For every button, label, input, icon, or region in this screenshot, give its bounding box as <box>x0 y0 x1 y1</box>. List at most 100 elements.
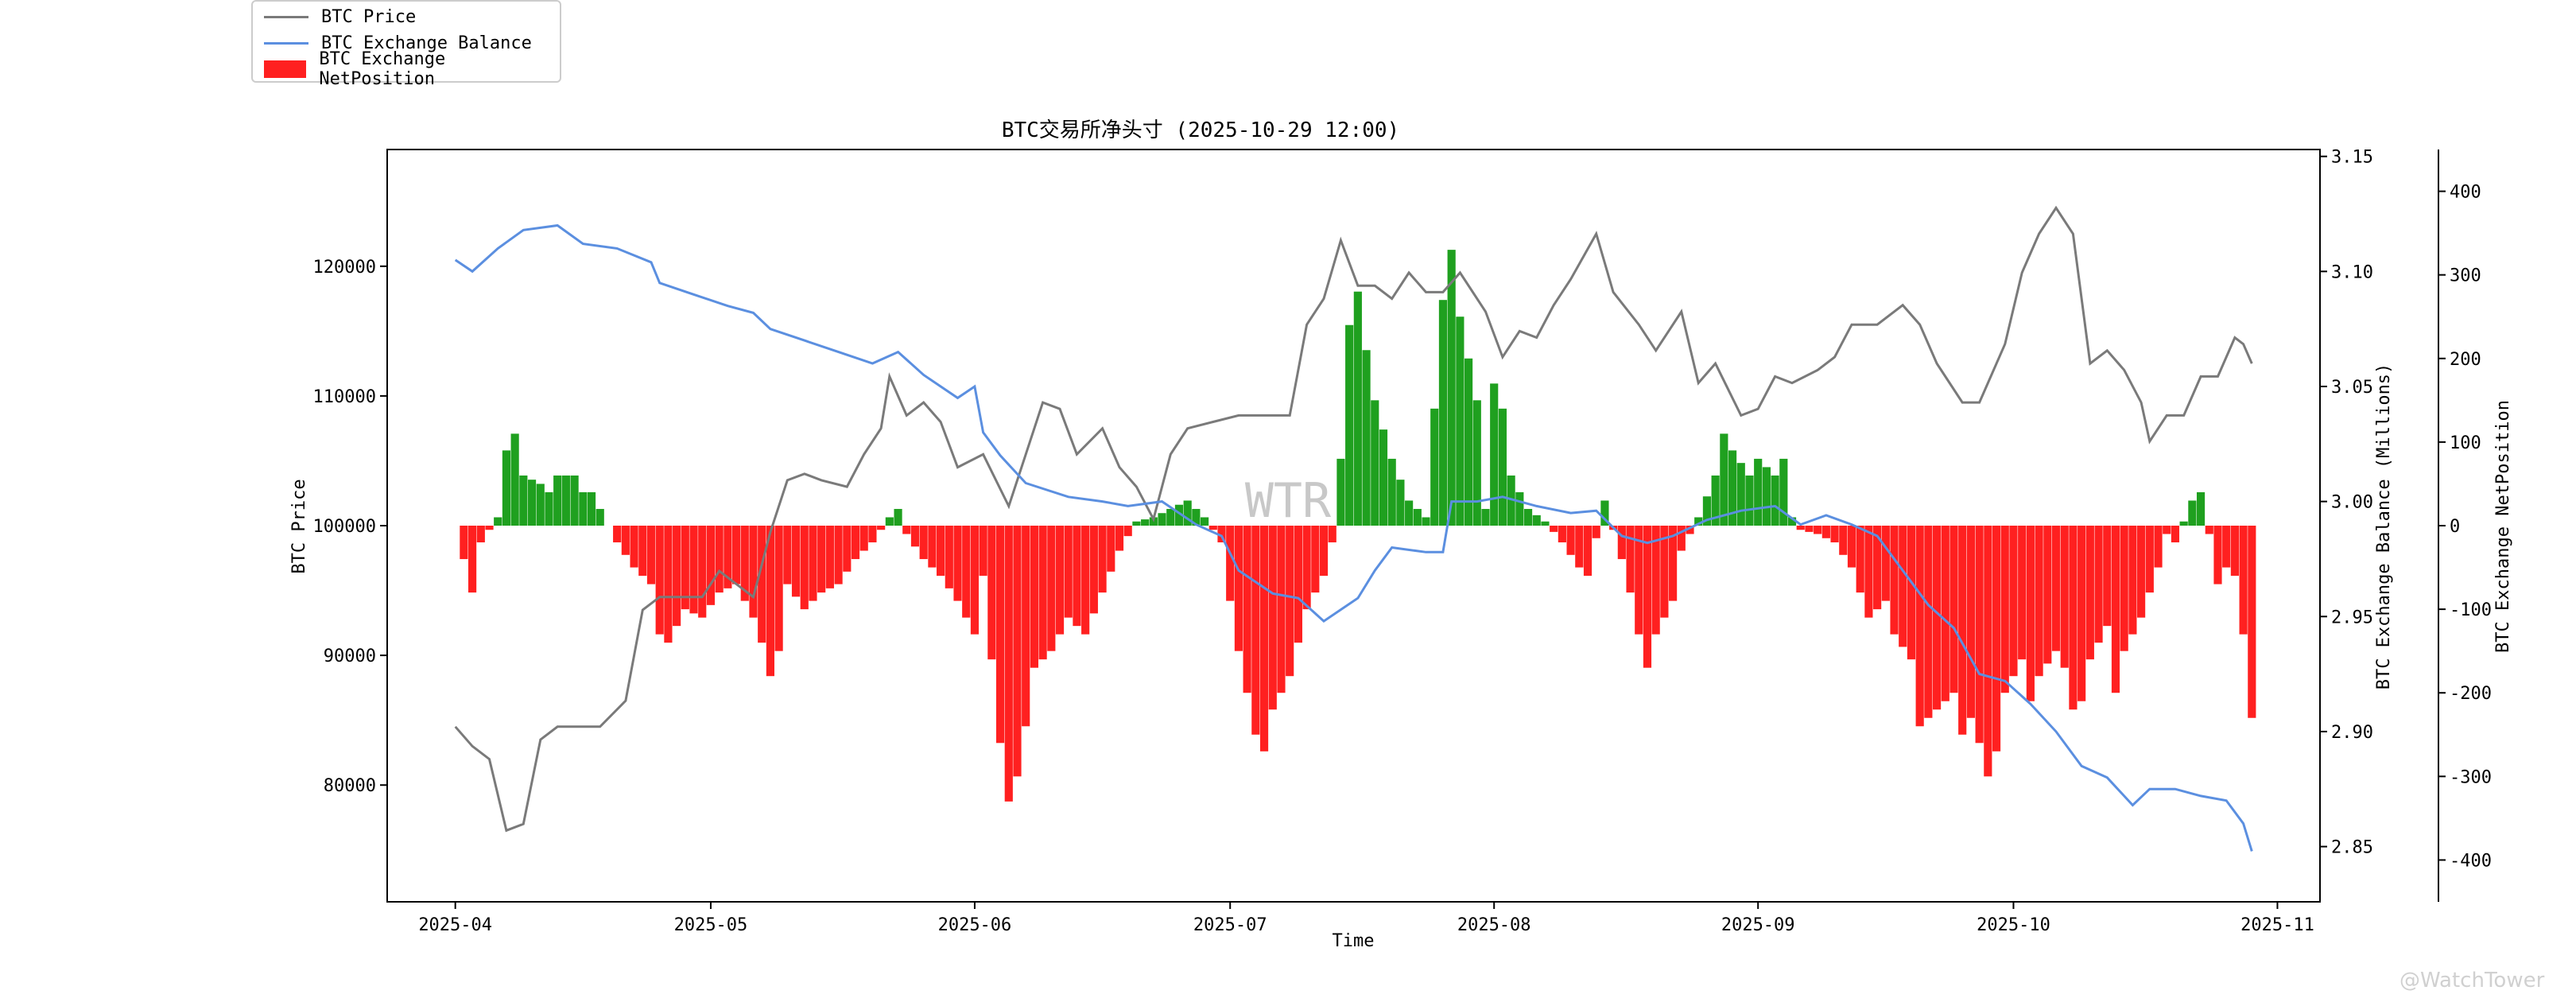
netposition-bar <box>1864 526 1873 618</box>
netposition-bar <box>698 526 707 618</box>
netposition-bar <box>460 526 468 560</box>
y-right2-tick-label: 300 <box>2450 266 2481 286</box>
legend-item-balance: BTC Exchange Balance <box>264 31 532 55</box>
y-axis-left: 80000 90000 100000 110000 120000 <box>313 258 387 796</box>
netposition-bar <box>1286 526 1294 677</box>
netposition-bar <box>561 475 570 526</box>
netposition-bar <box>910 526 920 547</box>
netposition-bar <box>1166 508 1175 526</box>
netposition-bar <box>1234 526 1243 651</box>
netposition-bar <box>1686 526 1694 534</box>
netposition-bar <box>1745 475 1754 526</box>
netposition-bar <box>510 433 519 526</box>
netposition-bar <box>2009 526 2018 677</box>
netposition-bar <box>885 517 894 526</box>
netposition-bar <box>774 526 783 651</box>
netposition-bar <box>800 526 809 610</box>
netposition-bar <box>1413 508 1422 526</box>
netposition-bar <box>1319 526 1329 577</box>
y-right1-tick-label: 3.15 <box>2331 148 2373 168</box>
netposition-bar <box>1711 475 1720 526</box>
netposition-bar <box>868 526 877 543</box>
netposition-bar <box>1183 500 1192 526</box>
netposition-bar <box>970 526 980 635</box>
netposition-bar <box>749 526 758 618</box>
netposition-bar <box>945 526 953 588</box>
netposition-bar <box>1550 526 1558 532</box>
netposition-bar <box>1141 519 1150 526</box>
legend-swatch-balance <box>264 41 308 45</box>
x-tick-label: 2025-05 <box>674 915 748 935</box>
netposition-bar <box>1814 526 1822 534</box>
netposition-bar <box>587 491 596 526</box>
netposition-bar <box>1336 458 1345 526</box>
y-right2-tick-label: 100 <box>2450 433 2481 453</box>
y-right2-tick-label: -300 <box>2450 767 2492 787</box>
balance-line <box>454 223 2253 852</box>
legend-item-netposition: BTC Exchange NetPosition <box>264 49 560 89</box>
netposition-bar <box>630 526 638 568</box>
netposition-bar <box>2111 526 2120 693</box>
netposition-bar <box>476 526 485 543</box>
netposition-bar <box>689 526 698 614</box>
netposition-bar <box>579 491 588 526</box>
netposition-bar <box>1924 526 1933 718</box>
netposition-bar <box>1268 526 1277 710</box>
netposition-bar <box>1217 526 1226 543</box>
x-tick-label: 2025-08 <box>1457 915 1531 935</box>
netposition-bar <box>1677 526 1686 551</box>
watermark-wtr: WTR <box>1245 473 1332 529</box>
netposition-bar <box>1030 526 1038 668</box>
y-right2-tick-label: -400 <box>2450 851 2492 871</box>
netposition-bar <box>545 491 553 526</box>
netposition-bar <box>570 475 579 526</box>
netposition-bar <box>1720 433 1728 526</box>
netposition-bar <box>1600 500 1609 526</box>
legend-item-price: BTC Price <box>264 5 416 29</box>
legend-label-netposition: BTC Exchange NetPosition <box>319 49 446 89</box>
netposition-bar <box>2026 526 2035 701</box>
netposition-bar <box>2248 526 2256 718</box>
netposition-bar <box>1396 480 1405 526</box>
y-right2-tick-label: 400 <box>2450 183 2481 203</box>
netposition-bar <box>1481 508 1490 526</box>
netposition-bar <box>1796 526 1805 530</box>
y-left-tick-label: 100000 <box>313 517 376 537</box>
netposition-bar <box>2196 491 2206 526</box>
netposition-bar <box>894 508 902 526</box>
netposition-bar <box>1507 475 1515 526</box>
netposition-bar <box>1438 300 1448 526</box>
netposition-bar <box>1932 526 1942 710</box>
netposition-bar <box>1660 526 1669 618</box>
y-right2-tick-label: -200 <box>2450 684 2492 704</box>
netposition-bar <box>1022 526 1030 727</box>
netposition-bar <box>2213 526 2222 584</box>
netposition-bar <box>928 526 937 568</box>
y-left-tick-label: 120000 <box>313 258 376 278</box>
netposition-bar <box>1328 526 1336 543</box>
netposition-bar <box>1558 526 1566 543</box>
netposition-bar <box>902 526 911 534</box>
netposition-bar <box>2103 526 2112 627</box>
netposition-bar <box>1192 508 1201 526</box>
netposition-bar <box>664 526 673 643</box>
netposition-bar <box>1523 508 1533 526</box>
netposition-bar <box>1447 250 1456 526</box>
netposition-bar <box>2188 500 2197 526</box>
netposition-bar <box>502 450 511 526</box>
netposition-bar <box>1362 350 1371 526</box>
x-axis-label: Time <box>1333 931 1375 951</box>
netposition-bar <box>766 526 775 677</box>
netposition-bar <box>1626 526 1635 593</box>
netposition-bar <box>995 526 1005 744</box>
netposition-bar <box>1771 475 1779 526</box>
x-tick-label: 2025-10 <box>1977 915 2050 935</box>
netposition-bar <box>1736 463 1745 526</box>
netposition-bar <box>2239 526 2248 635</box>
netposition-bar <box>1754 458 1763 526</box>
netposition-bars <box>460 250 2256 802</box>
netposition-bar <box>485 526 494 530</box>
netposition-bar <box>1013 526 1022 777</box>
netposition-bar <box>1635 526 1643 635</box>
